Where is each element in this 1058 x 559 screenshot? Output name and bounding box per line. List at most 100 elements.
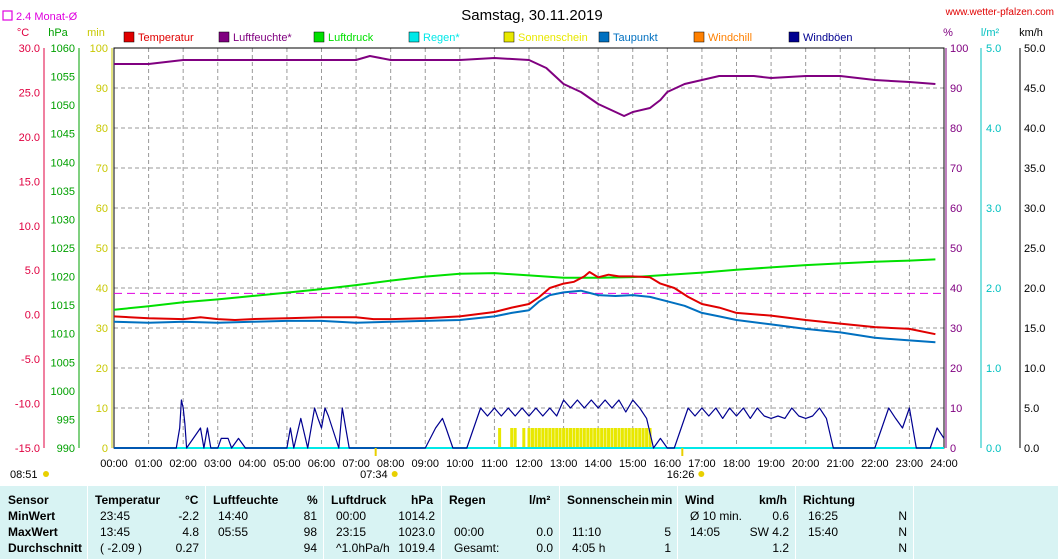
rain-tick-label: 3.0 <box>986 203 1001 215</box>
sunset-sun-icon <box>698 471 705 477</box>
legend-swatch <box>693 31 705 43</box>
temp-tick-label: 0.0 <box>25 310 40 322</box>
sunshine-bar <box>551 428 555 448</box>
time-tick-label: 21:00 <box>826 458 854 470</box>
sunshine-bar <box>645 428 649 448</box>
time-tick-label: 14:00 <box>584 458 612 470</box>
pressure-series-line <box>113 258 936 311</box>
time-tick-label: 15:00 <box>619 458 647 470</box>
sunshine-bar <box>582 428 586 448</box>
rain-tick-label: 1.0 <box>986 363 1001 375</box>
sunshine-bar <box>527 428 531 448</box>
update-sun-icon <box>43 471 49 477</box>
sunshine-bar <box>522 428 526 448</box>
sun-tick-label: 0 <box>102 443 108 455</box>
time-tick-label: 18:00 <box>723 458 751 470</box>
temp-tick-label: 20.0 <box>19 132 40 144</box>
sunset-label: 16:26 <box>667 469 695 481</box>
unit-percent: % <box>943 27 953 39</box>
humidity-tick-label: 60 <box>950 203 962 215</box>
legend-label: Sonnenschein <box>518 32 588 44</box>
time-tick-label: 19:00 <box>757 458 785 470</box>
sun-tick-label: 50 <box>96 243 108 255</box>
legend-swatch <box>218 31 230 43</box>
sunshine-bar <box>634 428 638 448</box>
sunshine-bar <box>541 428 545 448</box>
stat-pres-val: 1023.0 <box>398 525 435 539</box>
stat-temp-time: 23:45 <box>100 509 131 523</box>
humidity-tick-label: 70 <box>950 163 962 175</box>
stat-pres-val: 1014.2 <box>398 509 435 523</box>
sunshine-bar <box>600 428 604 448</box>
time-tick-label: 23:00 <box>896 458 924 470</box>
header-wind: Wind <box>685 493 715 507</box>
sunshine-bar <box>537 428 541 448</box>
chart-legend: Temperatur Luftfeuchte* Luftdruck Regen* Son… <box>123 31 853 44</box>
humidity-series-line <box>114 55 936 117</box>
dewpoint-series-line <box>113 289 936 344</box>
update-time: 08:51 <box>10 469 38 481</box>
sunshine-bar <box>572 428 576 448</box>
sun-tick-label: 80 <box>96 123 108 135</box>
stat-dir-val: N <box>898 525 907 539</box>
header-rain-unit: l/m² <box>529 493 551 507</box>
table-divider <box>677 486 678 559</box>
rain-tick-label: 4.0 <box>986 123 1001 135</box>
table-divider <box>913 486 914 559</box>
header-wind-unit: km/h <box>759 493 788 507</box>
pressure-tick-label: 1025 <box>51 243 75 255</box>
wind-tick-label: 15.0 <box>1024 323 1045 335</box>
stat-rain-time: Gesamt: <box>454 541 500 555</box>
sun-tick-label: 30 <box>96 323 108 335</box>
stat-wind-time: 14:05 <box>690 525 721 539</box>
sunrise-sun-icon <box>391 471 398 477</box>
sunshine-bar <box>603 428 607 448</box>
sunshine-bar <box>586 428 590 448</box>
time-tick-label: 05:00 <box>273 458 301 470</box>
legend-label: Luftdruck <box>328 32 374 44</box>
stat-temp-time: ( -2.09 ) <box>100 541 143 555</box>
header-humidity-unit: % <box>307 493 318 507</box>
pressure-tick-label: 1020 <box>51 272 75 284</box>
time-tick-label: 04:00 <box>239 458 267 470</box>
stat-temp-val: 0.27 <box>175 541 199 555</box>
chart-grid <box>113 47 945 449</box>
time-tick-label: 24:00 <box>930 458 958 470</box>
table-divider <box>323 486 324 559</box>
wind-tick-label: 45.0 <box>1024 83 1045 95</box>
sun-tick-label: 20 <box>96 363 108 375</box>
unit-min: min <box>87 27 105 39</box>
header-pressure: Luftdruck <box>331 493 387 507</box>
stat-rain-val: 0.0 <box>536 525 553 539</box>
table-divider <box>559 486 560 559</box>
stat-pres-time: 23:15 <box>336 525 367 539</box>
stat-pres-time: ^1.0hPa/h <box>336 541 390 555</box>
stat-hum-time: 05:55 <box>218 525 249 539</box>
stat-hum-val: 94 <box>303 541 317 555</box>
header-sunshine: Sonnenschein <box>567 493 650 507</box>
brand-link[interactable]: www.wetter-pfalzen.com <box>945 7 1054 18</box>
temperature-series-line <box>113 271 936 336</box>
time-tick-label: 06:00 <box>308 458 336 470</box>
sunshine-bar <box>641 428 645 448</box>
temp-tick-label: -15.0 <box>15 443 40 455</box>
time-tick-label: 22:00 <box>861 458 889 470</box>
chart-series <box>113 55 945 449</box>
pressure-tick-label: 1010 <box>51 329 75 341</box>
header-humidity: Luftfeuchte <box>213 493 279 507</box>
wind-gust-series-line <box>114 399 945 449</box>
sunshine-bar <box>607 428 611 448</box>
sunshine-bar <box>596 428 600 448</box>
legend-swatch <box>788 31 800 43</box>
unit-hpa: hPa <box>48 27 68 39</box>
sun-tick-label: 70 <box>96 163 108 175</box>
stat-dir-time: 15:40 <box>808 525 839 539</box>
avg-legend-box <box>2 10 13 21</box>
stat-temp-time: 13:45 <box>100 525 131 539</box>
wind-tick-label: 10.0 <box>1024 363 1045 375</box>
stat-hum-val: 81 <box>303 509 317 523</box>
sunshine-bar <box>631 428 635 448</box>
avg-legend-label: 2.4 Monat-Ø <box>16 11 78 23</box>
unit-lm2: l/m² <box>981 27 1000 39</box>
sun-tick-label: 40 <box>96 283 108 295</box>
